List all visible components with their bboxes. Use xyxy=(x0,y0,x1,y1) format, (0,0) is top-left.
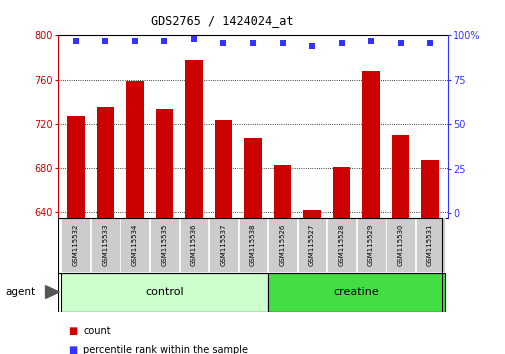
Point xyxy=(278,40,286,45)
Text: GSM115531: GSM115531 xyxy=(426,224,432,267)
Text: ■: ■ xyxy=(68,326,77,336)
Point xyxy=(308,43,316,49)
Bar xyxy=(273,165,291,218)
Text: GSM115532: GSM115532 xyxy=(73,224,79,266)
Point xyxy=(189,36,197,42)
Bar xyxy=(149,218,179,272)
Point xyxy=(131,38,139,44)
Bar xyxy=(297,218,326,272)
Text: GSM115526: GSM115526 xyxy=(279,224,285,266)
Text: GSM115537: GSM115537 xyxy=(220,224,226,267)
Text: agent: agent xyxy=(5,287,35,297)
Text: GSM115536: GSM115536 xyxy=(190,224,196,267)
Bar xyxy=(91,218,120,272)
Bar xyxy=(332,167,349,218)
Bar xyxy=(326,218,356,272)
Bar xyxy=(61,218,90,272)
Text: GSM115529: GSM115529 xyxy=(367,224,373,266)
Bar xyxy=(126,81,143,218)
Text: GSM115527: GSM115527 xyxy=(309,224,315,266)
Point xyxy=(219,40,227,45)
Bar xyxy=(362,71,379,218)
Bar xyxy=(120,218,149,272)
Bar xyxy=(391,135,409,218)
Bar xyxy=(67,116,85,218)
Point xyxy=(366,38,374,44)
Bar xyxy=(185,60,203,218)
Bar xyxy=(214,120,232,218)
Text: GSM115533: GSM115533 xyxy=(102,224,108,267)
Bar xyxy=(356,218,385,272)
Polygon shape xyxy=(45,286,59,298)
Bar xyxy=(415,218,444,272)
Bar xyxy=(238,218,267,272)
Bar xyxy=(244,138,262,218)
Text: ■: ■ xyxy=(68,345,77,354)
Text: GSM115535: GSM115535 xyxy=(161,224,167,266)
Text: count: count xyxy=(83,326,111,336)
Point xyxy=(425,40,433,45)
Text: GSM115528: GSM115528 xyxy=(338,224,344,266)
Bar xyxy=(420,160,438,218)
Text: percentile rank within the sample: percentile rank within the sample xyxy=(83,345,248,354)
Text: GSM115538: GSM115538 xyxy=(249,224,256,267)
Text: GDS2765 / 1424024_at: GDS2765 / 1424024_at xyxy=(151,14,293,27)
Text: creatine: creatine xyxy=(333,287,378,297)
Text: control: control xyxy=(145,287,183,297)
Bar xyxy=(156,109,173,218)
Point xyxy=(101,38,109,44)
Bar xyxy=(302,210,320,218)
Bar xyxy=(209,218,237,272)
Point xyxy=(160,38,168,44)
Bar xyxy=(96,107,114,218)
Point xyxy=(396,40,404,45)
Bar xyxy=(385,218,414,272)
Text: GSM115534: GSM115534 xyxy=(132,224,138,266)
Point xyxy=(337,40,345,45)
Bar xyxy=(268,218,296,272)
Point xyxy=(72,38,80,44)
Text: GSM115530: GSM115530 xyxy=(397,224,403,267)
Bar xyxy=(61,273,267,312)
Bar xyxy=(267,273,444,312)
Point xyxy=(248,40,257,45)
Bar xyxy=(179,218,208,272)
